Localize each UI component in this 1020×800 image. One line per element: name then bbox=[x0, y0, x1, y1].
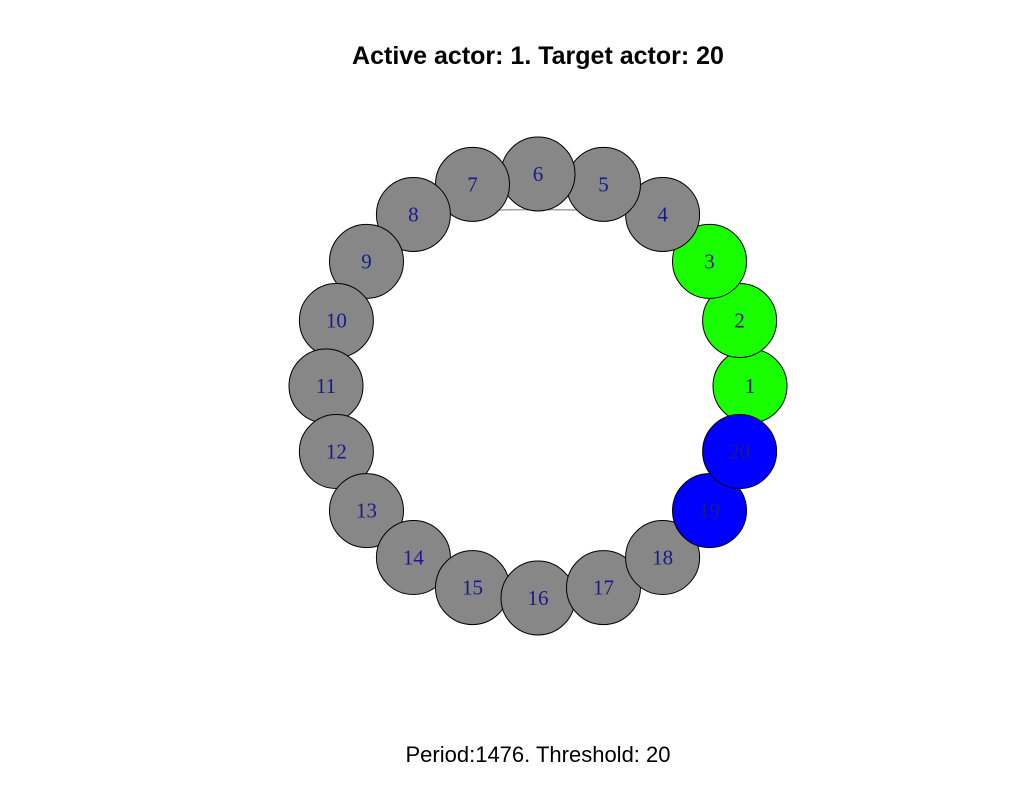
node-2-label: 2 bbox=[734, 308, 745, 332]
node-1-label: 1 bbox=[745, 374, 756, 398]
node-20: 20 bbox=[703, 415, 777, 489]
node-6-label: 6 bbox=[533, 162, 544, 186]
node-7-label: 7 bbox=[467, 172, 478, 196]
node-5-label: 5 bbox=[598, 172, 609, 196]
node-10: 10 bbox=[299, 283, 373, 357]
node-14-label: 14 bbox=[403, 546, 425, 570]
node-19-label: 19 bbox=[699, 499, 720, 523]
node-1: 1 bbox=[713, 349, 787, 423]
node-11: 11 bbox=[289, 349, 363, 423]
plot-subtitle: Period:1476. Threshold: 20 bbox=[0, 742, 1020, 768]
node-6: 6 bbox=[501, 137, 575, 211]
node-20-label: 20 bbox=[729, 440, 750, 464]
node-4-label: 4 bbox=[657, 202, 668, 226]
node-15: 15 bbox=[435, 551, 509, 625]
node-3-label: 3 bbox=[704, 249, 715, 273]
node-15-label: 15 bbox=[462, 576, 483, 600]
node-5: 5 bbox=[567, 147, 641, 221]
node-8-label: 8 bbox=[408, 202, 419, 226]
node-17-label: 17 bbox=[593, 576, 614, 600]
node-11-label: 11 bbox=[316, 374, 336, 398]
node-16-label: 16 bbox=[528, 586, 549, 610]
node-13-label: 13 bbox=[356, 499, 377, 523]
node-16: 16 bbox=[501, 561, 575, 635]
node-18-label: 18 bbox=[652, 546, 673, 570]
node-9-label: 9 bbox=[361, 249, 372, 273]
node-12-label: 12 bbox=[326, 440, 347, 464]
node-10-label: 10 bbox=[326, 308, 347, 332]
